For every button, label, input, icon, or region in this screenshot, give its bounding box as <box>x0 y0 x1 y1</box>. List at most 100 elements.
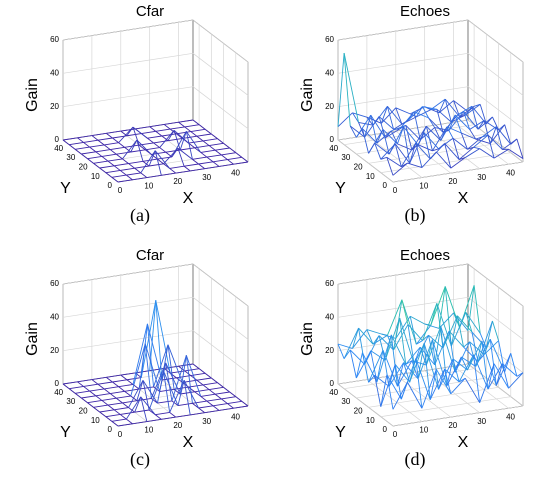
mesh-segment <box>403 126 419 145</box>
mesh-segment <box>378 335 394 351</box>
mesh-segment <box>170 126 185 130</box>
mesh-segment <box>436 108 452 123</box>
mesh-segment <box>349 349 357 379</box>
mesh-segment <box>128 407 135 413</box>
mesh-segment <box>376 130 392 144</box>
z-tick-label: 40 <box>50 68 59 77</box>
mesh-segment <box>109 393 117 399</box>
mesh-segment <box>487 134 503 150</box>
mesh-segment <box>366 116 374 126</box>
mesh-segment <box>105 169 121 174</box>
mesh-segment <box>392 162 408 176</box>
mesh-segment <box>74 148 82 155</box>
mesh-segment <box>450 377 466 395</box>
mesh-segment <box>384 317 401 361</box>
mesh-segment <box>386 156 402 168</box>
mesh-segment <box>140 150 156 174</box>
grid-line <box>337 263 469 285</box>
mesh-segment <box>101 400 109 406</box>
mesh-segment <box>109 149 117 155</box>
mesh-segment <box>103 388 111 394</box>
mesh-segment <box>164 121 179 125</box>
mesh-segment <box>444 143 452 169</box>
x-tick-label: 20 <box>448 421 457 430</box>
mesh-segment <box>211 133 218 140</box>
mesh-segment <box>436 109 444 133</box>
mesh-segment <box>159 147 167 153</box>
mesh-segment <box>91 135 99 141</box>
mesh-segment <box>457 315 464 348</box>
mesh-segment <box>132 323 148 385</box>
mesh-segment <box>401 299 409 325</box>
mesh-segment <box>97 381 113 385</box>
mesh-segment <box>410 106 425 115</box>
mesh-segment <box>157 158 164 165</box>
mesh-segment <box>435 151 452 169</box>
mesh-segment <box>136 139 144 162</box>
mesh-segment <box>107 160 115 167</box>
mesh-segment <box>387 299 403 336</box>
y-tick-label: 20 <box>79 406 88 415</box>
mesh-segment <box>202 138 218 142</box>
z-tick-label: 20 <box>50 102 59 111</box>
mesh-segment <box>407 324 423 341</box>
mesh-segment <box>458 146 474 160</box>
mesh-segment <box>118 142 125 148</box>
mesh-segment <box>202 140 210 146</box>
x-tick-label: 30 <box>202 417 211 426</box>
z-axis-label: Gain <box>299 78 316 112</box>
z-tick-label: 40 <box>325 312 334 321</box>
mesh-segment <box>122 139 138 160</box>
x-tick-label: 10 <box>144 426 153 435</box>
x-tick-label: 40 <box>231 168 240 177</box>
mesh-segment <box>343 52 351 127</box>
mesh-segment <box>424 323 431 326</box>
mesh-segment <box>150 362 167 399</box>
mesh-segment <box>173 130 181 151</box>
z-tick-label: 60 <box>50 279 59 288</box>
mesh-segment <box>392 381 408 410</box>
mesh-segment <box>219 407 234 411</box>
mesh-segment <box>387 106 394 130</box>
mesh-segment <box>206 154 222 158</box>
grid-line <box>337 119 469 141</box>
mesh-segment <box>159 130 175 148</box>
mesh-segment <box>161 377 177 381</box>
mesh-segment <box>194 389 210 393</box>
mesh-segment <box>138 343 146 390</box>
mesh-segment <box>415 106 423 118</box>
mesh-segment <box>448 330 464 348</box>
mesh-segment <box>394 143 402 167</box>
mesh-segment <box>440 326 448 386</box>
mesh-segment <box>386 374 402 400</box>
mesh-segment <box>62 381 78 385</box>
mesh-segment <box>446 356 462 387</box>
mesh-segment <box>91 376 107 381</box>
mesh-segment <box>146 418 162 423</box>
mesh-segment <box>169 168 177 174</box>
mesh-segment <box>487 363 503 390</box>
mesh-segment <box>178 121 185 128</box>
mesh-segment <box>93 404 109 408</box>
mesh-segment <box>132 126 148 139</box>
mesh-segment <box>135 126 150 130</box>
mesh-segment <box>432 148 439 152</box>
mesh-segment <box>148 370 164 411</box>
mesh-segment <box>97 137 113 141</box>
mesh-segment <box>202 384 210 390</box>
mesh-segment <box>105 413 121 418</box>
mesh-segment <box>89 144 105 148</box>
mesh-segment <box>417 144 433 152</box>
z-axis-label: Gain <box>24 78 41 112</box>
mesh-segment <box>111 176 119 183</box>
mesh-segment <box>198 368 206 374</box>
mesh-segment <box>423 132 431 160</box>
mesh-segment <box>410 315 425 325</box>
mesh-segment <box>149 123 165 128</box>
mesh-segment <box>204 409 220 414</box>
mesh-segment <box>461 356 477 367</box>
mesh-segment <box>366 329 382 335</box>
mesh-segment <box>409 142 417 164</box>
mesh-segment <box>458 354 474 383</box>
x-tick-label: 10 <box>419 182 428 191</box>
